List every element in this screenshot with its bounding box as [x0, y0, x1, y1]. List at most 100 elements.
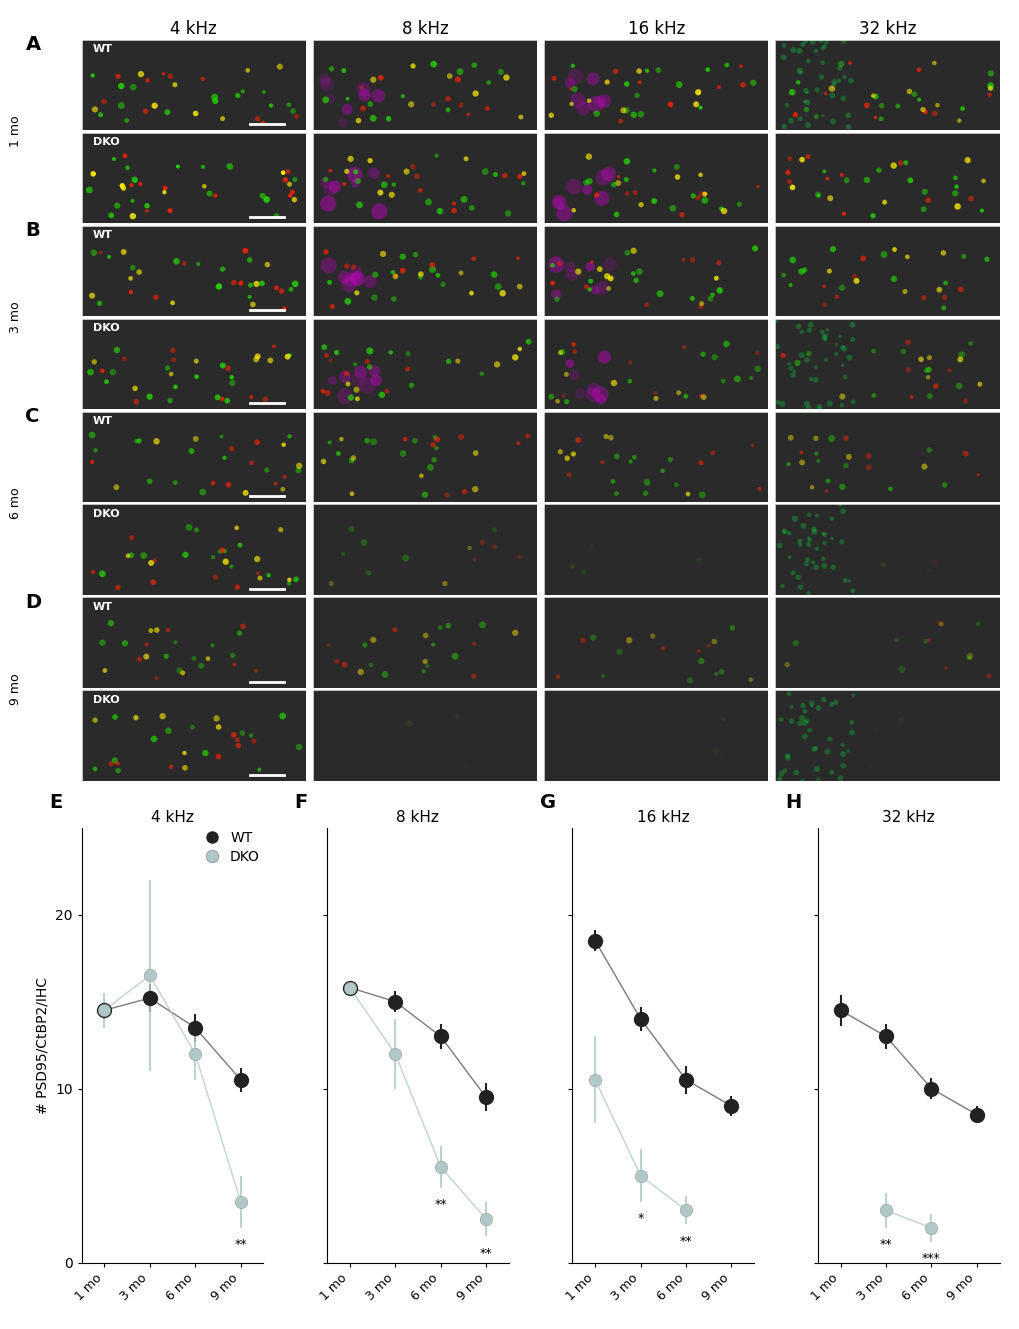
- Point: [854, 249, 870, 270]
- Point: [810, 185, 826, 206]
- Point: [609, 173, 626, 194]
- Point: [214, 258, 230, 279]
- Point: [802, 368, 818, 389]
- Point: [815, 688, 832, 710]
- Point: [122, 267, 139, 288]
- Point: [654, 460, 671, 481]
- Point: [117, 145, 133, 166]
- Point: [219, 391, 235, 412]
- Point: [806, 521, 822, 542]
- Point: [919, 630, 935, 651]
- Point: [463, 283, 479, 304]
- Title: 16 kHz: 16 kHz: [637, 809, 689, 825]
- Point: [950, 110, 966, 132]
- Point: [805, 518, 821, 540]
- Point: [793, 441, 809, 462]
- Point: [631, 72, 647, 93]
- Point: [668, 157, 685, 178]
- Point: [399, 343, 416, 364]
- Point: [827, 343, 844, 364]
- Point: [561, 354, 578, 375]
- Point: [549, 191, 566, 213]
- Point: [936, 658, 953, 679]
- Point: [915, 287, 931, 308]
- Point: [712, 198, 729, 219]
- Point: [791, 712, 807, 734]
- Point: [649, 60, 665, 81]
- Point: [224, 645, 240, 666]
- Point: [715, 201, 732, 222]
- Point: [109, 195, 125, 217]
- Point: [318, 344, 334, 365]
- Point: [591, 90, 607, 112]
- Point: [729, 368, 745, 389]
- Point: [784, 177, 800, 198]
- Point: [267, 473, 283, 494]
- Point: [767, 310, 784, 331]
- Point: [824, 557, 841, 578]
- Point: [783, 696, 799, 718]
- Point: [803, 692, 819, 714]
- Point: [638, 472, 654, 493]
- Point: [581, 170, 597, 191]
- Point: [126, 169, 143, 190]
- Point: [449, 351, 466, 372]
- Text: G: G: [539, 793, 555, 812]
- Point: [268, 205, 284, 226]
- Point: [225, 272, 242, 294]
- Point: [274, 478, 290, 500]
- Point: [85, 163, 101, 185]
- Text: F: F: [294, 793, 308, 812]
- Point: [685, 185, 701, 206]
- Point: [334, 544, 351, 565]
- Point: [550, 191, 567, 213]
- Point: [489, 276, 505, 298]
- Point: [769, 392, 786, 413]
- Point: [815, 36, 832, 57]
- Point: [114, 175, 130, 197]
- Point: [627, 182, 643, 203]
- Point: [682, 670, 698, 691]
- Point: [564, 264, 580, 286]
- Point: [676, 336, 692, 358]
- Point: [417, 625, 433, 646]
- Point: [809, 768, 825, 789]
- Point: [969, 614, 985, 635]
- Point: [126, 377, 143, 399]
- Point: [815, 161, 832, 182]
- Point: [821, 728, 838, 750]
- Point: [328, 651, 344, 672]
- Point: [207, 566, 223, 587]
- Point: [164, 292, 180, 314]
- Point: [625, 104, 641, 125]
- Point: [422, 457, 438, 478]
- Point: [787, 104, 803, 125]
- Point: [480, 72, 496, 93]
- Point: [258, 189, 274, 210]
- Point: [796, 726, 812, 747]
- Point: [808, 80, 824, 101]
- Title: 4 kHz: 4 kHz: [170, 20, 217, 39]
- Point: [400, 712, 417, 734]
- Point: [588, 185, 604, 206]
- Point: [693, 183, 709, 205]
- Point: [749, 175, 765, 197]
- Text: B: B: [25, 221, 40, 241]
- Point: [799, 146, 815, 167]
- Point: [420, 191, 436, 213]
- Point: [835, 203, 851, 225]
- Point: [822, 428, 839, 449]
- Point: [281, 425, 298, 447]
- Point: [547, 254, 564, 275]
- Point: [874, 553, 891, 574]
- Point: [781, 354, 797, 375]
- Point: [822, 694, 839, 715]
- Point: [342, 149, 359, 170]
- Point: [802, 314, 818, 335]
- Point: [110, 65, 126, 86]
- Point: [824, 110, 841, 132]
- Point: [452, 262, 469, 283]
- Point: [242, 250, 258, 271]
- Point: [575, 98, 591, 120]
- Point: [817, 350, 834, 371]
